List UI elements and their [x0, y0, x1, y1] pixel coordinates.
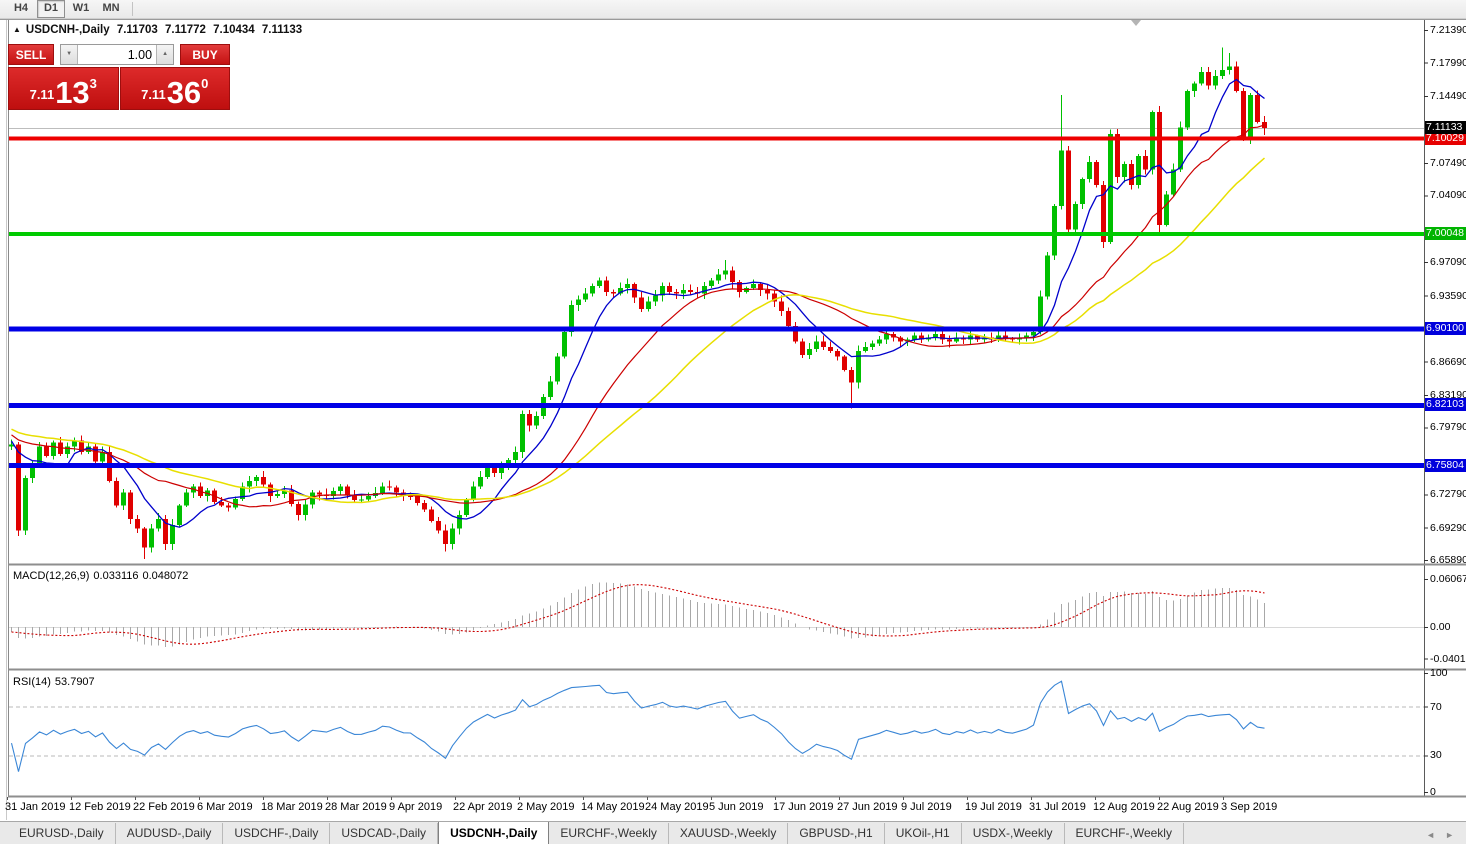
chart-tab-usdcad-3[interactable]: USDCAD-,Daily: [330, 823, 439, 844]
date-axis-label: 22 Feb 2019: [133, 801, 195, 813]
ohlc-low: 7.10434: [213, 24, 255, 36]
chart-tab-usdcnh-4[interactable]: USDCNH-,Daily: [438, 822, 550, 844]
price-level-label: 7.00048: [1425, 227, 1466, 240]
timeframe-button-d1[interactable]: D1: [37, 0, 65, 18]
buy-price-big: 36: [166, 75, 202, 110]
date-axis-label: 6 Mar 2019: [197, 801, 253, 813]
ohlc-close: 7.11133: [261, 24, 303, 36]
price-axis-label: 7.17990: [1430, 56, 1466, 69]
timeframe-toolbar: H4 D1 W1 MN: [0, 0, 1466, 19]
buy-price-small: 7.11: [141, 87, 166, 102]
rsi-axis-label: 70: [1430, 700, 1442, 713]
rsi-value: 53.7907: [54, 676, 95, 688]
buy-price-sup: 0: [201, 76, 209, 91]
chart-shift-icon[interactable]: [1131, 20, 1141, 26]
ohlc-high: 7.11772: [164, 24, 206, 36]
date-axis-label: 17 Jun 2019: [773, 801, 834, 813]
price-axis-label: 7.04090: [1430, 189, 1466, 202]
sell-button[interactable]: SELL: [8, 44, 55, 65]
date-axis-label: 22 Aug 2019: [1157, 801, 1219, 813]
chart-tab-eurchf-10[interactable]: EURCHF-,Weekly: [1065, 823, 1184, 844]
ohlc-open: 7.11703: [116, 24, 158, 36]
rsi-axis-label: 30: [1430, 749, 1442, 762]
date-axis-label: 14 May 2019: [581, 801, 645, 813]
macd-main-value: 0.033116: [93, 570, 139, 582]
macd-axis-label: 0.060674: [1430, 573, 1466, 586]
volume-stepper: ▼ ▲: [60, 44, 175, 65]
rsi-label: RSI(14) 53.7907: [13, 676, 99, 688]
price-axis-label: 6.86690: [1430, 355, 1466, 368]
sell-price-big: 13: [55, 75, 90, 110]
buy-price-tile[interactable]: 7.11 36 0: [119, 67, 230, 110]
chart-tab-eurusd-0[interactable]: EURUSD-,Daily: [8, 823, 116, 844]
chart-tab-ukoil-8[interactable]: UKOil-,H1: [885, 823, 962, 844]
buy-button[interactable]: BUY: [180, 44, 230, 65]
price-axis-label: 6.97090: [1430, 256, 1466, 269]
chart-tab-gbpusd-7[interactable]: GBPUSD-,H1: [788, 823, 885, 844]
date-axis-label: 2 May 2019: [517, 801, 575, 813]
rsi-name: RSI(14): [13, 676, 51, 688]
chart-tab-eurchf-5[interactable]: EURCHF-,Weekly: [549, 823, 669, 844]
price-level-label: 6.75804: [1425, 458, 1466, 472]
macd-axis-label: -0.040152: [1430, 652, 1466, 665]
sell-price-small: 7.11: [29, 87, 55, 102]
date-axis-label: 3 Sep 2019: [1221, 801, 1278, 813]
volume-increase-icon[interactable]: ▲: [156, 45, 174, 64]
price-level-label: 7.10029: [1425, 131, 1466, 145]
price-axis-label: 7.14490: [1430, 90, 1466, 103]
date-axis-label: 18 Mar 2019: [261, 801, 323, 813]
price-axis-label: 6.79790: [1430, 421, 1466, 434]
sell-price-sup: 3: [89, 76, 97, 91]
price-level-label: 6.82103: [1425, 398, 1466, 412]
chart-tabs: EURUSD-,Daily AUDUSD-,Daily USDCHF-,Daily U…: [0, 822, 1426, 844]
current-price-label: 7.11133: [1425, 121, 1466, 135]
date-axis-label: 9 Apr 2019: [389, 801, 443, 813]
date-axis-label: 27 Jun 2019: [837, 801, 898, 813]
date-axis-label: 28 Mar 2019: [325, 801, 387, 813]
macd-name: MACD(12,26,9): [13, 570, 90, 582]
rsi-axis-label: 0: [1430, 786, 1436, 798]
chart-tab-xauusd-6[interactable]: XAUUSD-,Weekly: [669, 823, 789, 844]
volume-input[interactable]: [78, 45, 157, 64]
chart-title: ▲ USDCNH-,Daily 7.11703 7.11772 7.10434 7…: [13, 24, 306, 38]
price-axis-label: 7.21390: [1430, 24, 1466, 37]
macd-axis-label: 0.00: [1430, 621, 1451, 633]
date-axis-label: 19 Jul 2019: [965, 801, 1022, 813]
rsi-axis-label: 100: [1430, 667, 1448, 679]
sell-price-tile[interactable]: 7.11 13 3: [8, 67, 119, 110]
volume-decrease-icon[interactable]: ▼: [61, 45, 79, 64]
collapse-panel-icon[interactable]: ▲: [13, 25, 21, 34]
macd-label: MACD(12,26,9) 0.033116 0.048072: [13, 570, 192, 582]
price-axis-label: 6.83190: [1430, 388, 1466, 401]
timeframe-button-h4[interactable]: H4: [13, 2, 29, 14]
price-axis-label: 6.72790: [1430, 488, 1466, 501]
date-axis-label: 22 Apr 2019: [453, 801, 513, 813]
date-axis-label: 12 Feb 2019: [69, 801, 131, 813]
date-axis-label: 24 May 2019: [645, 801, 709, 813]
symbol-period-label: USDCNH-,Daily: [25, 24, 110, 36]
tabs-scroll-left-icon[interactable]: ◄: [1426, 830, 1436, 840]
date-axis-label: 31 Jan 2019: [5, 801, 66, 813]
chart-tab-bar: EURUSD-,Daily AUDUSD-,Daily USDCHF-,Daily U…: [0, 821, 1466, 844]
date-axis-label: 5 Jun 2019: [709, 801, 764, 813]
date-axis-label: 9 Jul 2019: [901, 801, 952, 813]
date-axis-label: 12 Aug 2019: [1093, 801, 1155, 813]
chart-tab-usdx-9[interactable]: USDX-,Weekly: [962, 823, 1065, 844]
one-click-trading-panel: SELL ▼ ▲ BUY 7.11 13 3 7.11 36 0: [8, 44, 230, 110]
price-axis-label: 6.69290: [1430, 521, 1466, 534]
toolbar-separator: [132, 2, 133, 16]
price-axis-label: 6.65890: [1430, 554, 1466, 567]
tabs-scroll-right-icon[interactable]: ►: [1445, 830, 1454, 840]
price-level-label: 6.90100: [1425, 322, 1466, 335]
date-axis-label: 31 Jul 2019: [1029, 801, 1086, 813]
macd-signal-value: 0.048072: [142, 570, 189, 582]
chart-tab-audusd-1[interactable]: AUDUSD-,Daily: [116, 823, 224, 844]
price-axis-label: 7.07490: [1430, 156, 1466, 169]
price-axis-label: 6.93590: [1430, 289, 1466, 302]
timeframe-button-mn[interactable]: MN: [102, 2, 120, 14]
chart-tab-usdchf-2[interactable]: USDCHF-,Daily: [223, 823, 331, 844]
timeframe-button-w1[interactable]: W1: [72, 2, 90, 14]
